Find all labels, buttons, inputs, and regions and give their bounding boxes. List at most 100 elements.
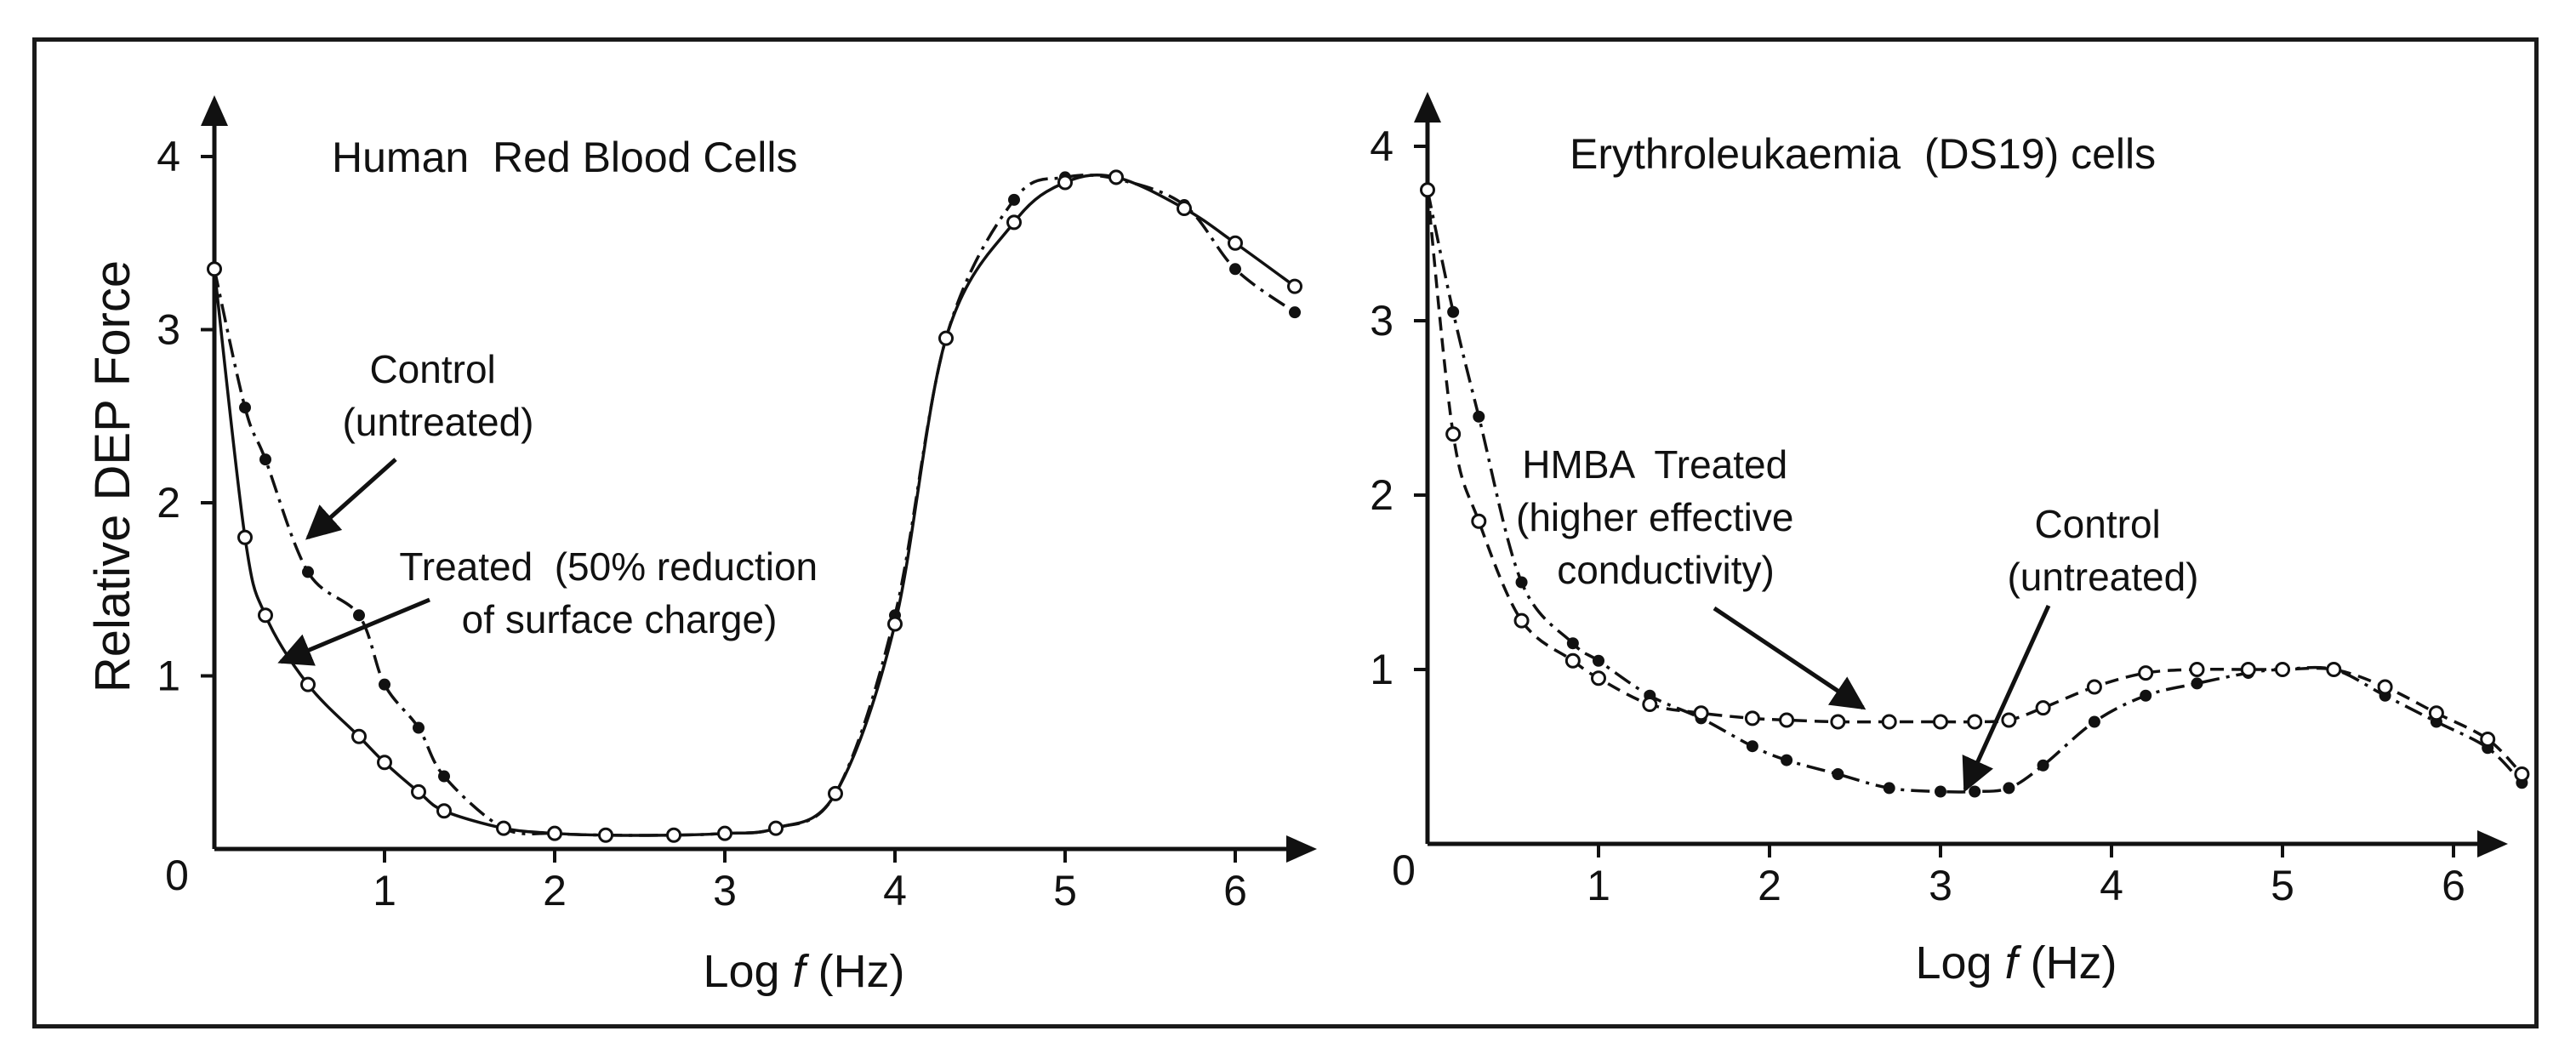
right-point-treated: [2086, 679, 2102, 695]
right-point-control: [2088, 715, 2100, 728]
right-x-axis-arrow: [2477, 830, 2508, 857]
right-point-control: [2140, 689, 2152, 702]
left-x-tick-label: 5: [1053, 867, 1077, 914]
left-point-control: [302, 566, 314, 578]
right-point-treated: [2428, 705, 2444, 721]
left-point-treated: [1108, 169, 1124, 185]
right-x-tick-label: 2: [1758, 862, 1781, 909]
right-x-axis-label: Log f (Hz): [1915, 937, 2117, 988]
left-x-tick-label: 3: [713, 867, 737, 914]
right-point-treated: [2275, 662, 2290, 677]
right-y-tick-label: 1: [1370, 646, 1393, 693]
right-point-treated: [1693, 705, 1709, 721]
right-chart-title: Erythroleukaemia (DS19) cells: [1570, 130, 2156, 178]
left-series-line-treated: [213, 174, 1297, 837]
left-origin-label: 0: [165, 852, 189, 899]
right-point-control: [1746, 740, 1758, 753]
left-point-control: [438, 770, 450, 783]
right-x-tick-label: 4: [2100, 862, 2123, 909]
right-point-treated: [1513, 612, 1530, 629]
right-point-treated: [1744, 710, 1760, 726]
left-x-tick-label: 2: [543, 867, 567, 914]
right-point-treated: [1471, 513, 1487, 529]
right-point-treated: [1881, 714, 1897, 730]
right-point-treated: [2377, 679, 2393, 695]
left-x-axis-arrow: [1286, 835, 1317, 863]
right-point-treated: [1642, 697, 1658, 712]
left-point-control: [1008, 193, 1020, 206]
right-point-treated: [1564, 652, 1581, 669]
right-point-treated: [1830, 714, 1846, 730]
left-arrow-treated: [277, 597, 430, 666]
right-point-control: [2037, 759, 2049, 772]
left-chart-title: Human Red Blood Cells: [332, 134, 798, 181]
right-y-tick-label: 2: [1370, 471, 1393, 519]
left-x-tick-label: 1: [373, 867, 396, 914]
left-point-treated: [1177, 201, 1192, 217]
left-x-tick-label: 6: [1223, 867, 1247, 914]
left-point-treated: [377, 755, 392, 771]
right-arrow-hmba: [1713, 606, 1866, 710]
left-point-control: [1229, 263, 1241, 276]
left-point-control: [379, 678, 390, 691]
right-point-treated: [1445, 426, 1462, 442]
left-point-treated: [351, 728, 367, 744]
left-x-tick-label: 4: [883, 867, 907, 914]
right-x-tick-label: 3: [1929, 862, 1952, 909]
right-point-control: [1566, 637, 1579, 650]
right-point-control: [1593, 654, 1604, 667]
right-point-control: [1447, 305, 1460, 318]
right-point-treated: [1420, 182, 1435, 198]
figure-frame: [32, 37, 2539, 1028]
right-x-tick-label: 6: [2442, 862, 2465, 909]
right-point-treated: [2326, 662, 2342, 677]
left-y-tick-label: 2: [157, 479, 180, 527]
right-point-treated: [2240, 662, 2256, 677]
left-y-tick-label: 4: [157, 133, 180, 180]
right-point-treated: [2189, 662, 2205, 677]
right-point-treated: [2138, 665, 2154, 681]
left-annotation-control: Control (untreated): [342, 347, 533, 444]
right-series-line-control: [1426, 189, 2523, 794]
left-point-treated: [828, 785, 843, 801]
left-point-treated: [496, 820, 511, 836]
right-point-treated: [2480, 732, 2496, 747]
left-point-treated: [1228, 235, 1243, 251]
left-point-control: [1289, 306, 1301, 319]
left-y-tick-label: 1: [157, 652, 180, 700]
right-point-treated: [1591, 670, 1606, 687]
right-point-control: [1473, 410, 1485, 423]
left-point-treated: [237, 529, 253, 545]
right-arrow-control: [1962, 604, 2051, 793]
right-y-tick-label: 3: [1370, 297, 1393, 345]
left-point-treated: [1057, 174, 1073, 191]
left-point-treated: [938, 330, 954, 346]
left-annotation-treated: Treated (50% reduction of surface charge…: [0, 0, 894, 641]
left-y-tick-label: 3: [157, 306, 180, 354]
right-y-tick-label: 4: [1370, 122, 1393, 170]
right-point-treated: [2514, 766, 2530, 782]
right-x-tick-label: 1: [1587, 862, 1610, 909]
right-x-tick-label: 5: [2271, 862, 2294, 909]
left-point-treated: [436, 803, 452, 819]
right-point-control: [2003, 782, 2015, 795]
left-point-treated: [1006, 214, 1022, 231]
left-point-control: [259, 453, 271, 466]
left-point-treated: [547, 825, 562, 841]
right-series-line-treated: [1426, 190, 2523, 776]
left-point-control: [239, 402, 251, 414]
right-point-treated: [1933, 714, 1948, 730]
left-point-treated: [207, 261, 222, 277]
right-point-treated: [1967, 714, 1983, 730]
right-point-control: [1883, 782, 1895, 795]
right-point-control: [1832, 768, 1844, 780]
left-point-treated: [300, 676, 316, 692]
right-y-axis-arrow: [1414, 92, 1441, 122]
left-arrow-control: [305, 458, 397, 540]
left-y-axis-arrow: [201, 95, 228, 126]
chart-right: 0 1 2 3 4 5 6 1 2 3 4 Erythroleukaemia (DS19) ce…: [1370, 92, 2530, 988]
left-point-treated: [768, 820, 784, 836]
right-point-control: [2191, 677, 2203, 690]
left-y-axis-label: Relative DEP Force: [85, 260, 140, 692]
